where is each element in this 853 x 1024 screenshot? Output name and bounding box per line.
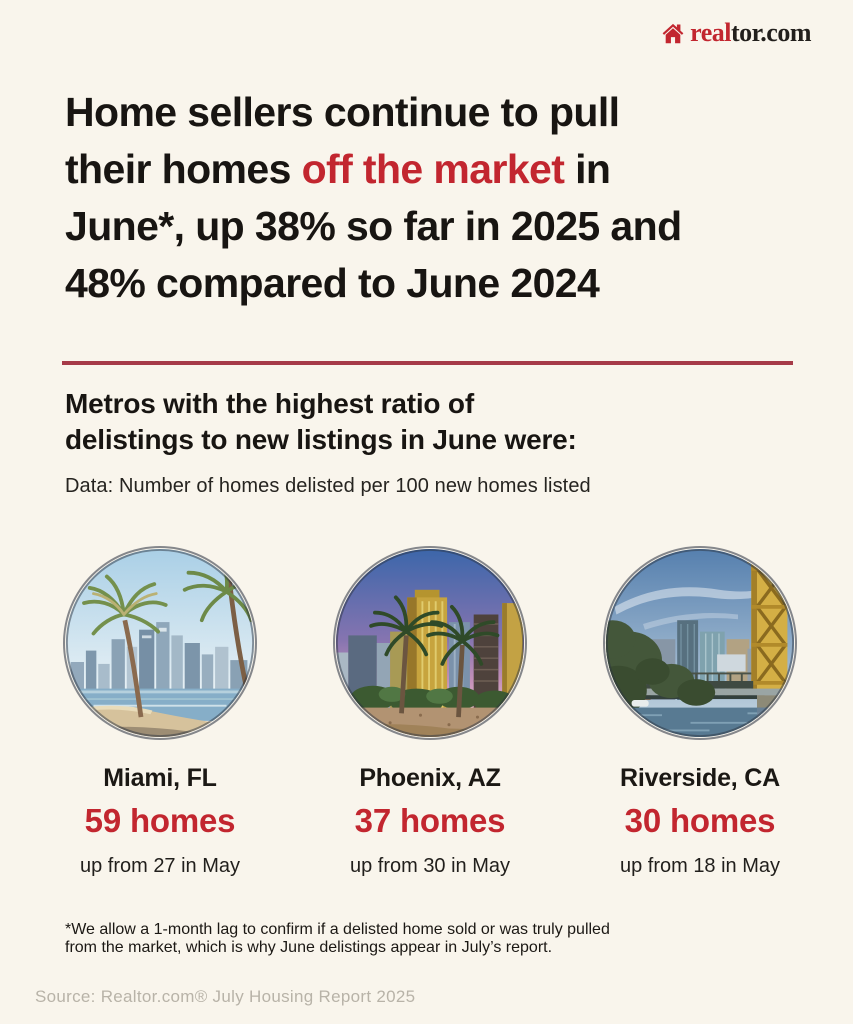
- metro-name: Phoenix, AZ: [359, 764, 501, 792]
- metro-card-phoenix: Phoenix, AZ 37 homes up from 30 in May: [305, 548, 555, 878]
- headline-line-3: June*, up 38% so far in 2025 and: [65, 203, 682, 249]
- realtor-logo: realtor.com: [661, 18, 812, 48]
- metro-name: Riverside, CA: [620, 764, 780, 792]
- source-line: Source: Realtor.com® July Housing Report…: [35, 987, 416, 1006]
- metro-cards-row: Miami, FL 59 homes up from 27 in May: [35, 548, 825, 878]
- metro-change: up from 30 in May: [349, 855, 511, 877]
- red-divider: [62, 361, 793, 365]
- headline-line-1: Home sellers continue to pull: [65, 89, 620, 135]
- metro-name: Miami, FL: [103, 764, 217, 792]
- miami-skyline-palms-photo: [65, 548, 255, 738]
- metro-value: 59 homes: [84, 802, 236, 839]
- metro-card-miami: Miami, FL 59 homes up from 27 in May: [35, 548, 285, 878]
- subheading-line-1: Metros with the highest ratio of: [65, 388, 474, 419]
- footnote-line-2: from the market, which is why June delis…: [65, 939, 553, 956]
- metro-value: 37 homes: [354, 802, 506, 839]
- metro-change: up from 18 in May: [619, 855, 781, 877]
- realtor-house-icon: [661, 22, 685, 44]
- headline-line-2-pre: their homes: [65, 146, 302, 192]
- metro-value: 30 homes: [624, 802, 776, 839]
- headline-line-4: 48% compared to June 2024: [65, 260, 600, 306]
- subheading-line-2: delistings to new listings in June were:: [65, 424, 577, 455]
- phoenix-skyline-palms-photo: [335, 548, 525, 738]
- riverside-bridge-skyline-photo: [605, 548, 795, 738]
- subheading: Metros with the highest ratio of delisti…: [65, 386, 795, 458]
- logo-text-real: real: [690, 18, 731, 47]
- headline-line-2: their homes off the market in: [65, 141, 795, 198]
- metro-card-riverside: Riverside, CA 30 homes up from 18 in May: [575, 548, 825, 878]
- logo-text-torcom: tor.com: [730, 18, 812, 47]
- footnote-line-1: *We allow a 1-month lag to confirm if a …: [65, 921, 610, 938]
- metro-change: up from 27 in May: [79, 855, 241, 877]
- data-note: Data: Number of homes delisted per 100 n…: [65, 475, 591, 497]
- headline-highlight: off the market: [301, 146, 565, 192]
- headline: Home sellers continue to pull their home…: [65, 84, 795, 312]
- miami-buildings: [70, 622, 248, 691]
- headline-line-2-post: in: [564, 146, 611, 192]
- logo-text: realtor.com: [690, 18, 811, 48]
